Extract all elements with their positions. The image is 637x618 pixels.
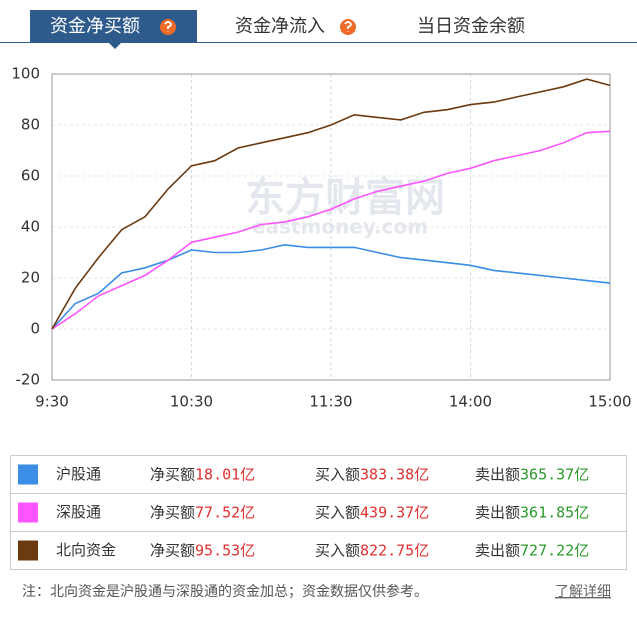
- table-cell: 卖出额361.85亿: [475, 503, 589, 521]
- cell-label: 卖出额: [475, 465, 520, 483]
- x-tick-label: 11:30: [309, 393, 352, 411]
- cell-value: 439.37亿: [360, 503, 429, 521]
- legend-name: 沪股通: [56, 465, 101, 483]
- x-tick-label: 14:00: [449, 393, 492, 411]
- legend-name: 深股通: [56, 503, 101, 521]
- cell-value: 95.53亿: [195, 541, 255, 559]
- series-line: [51, 130, 611, 330]
- table-cell: 买入额822.75亿: [315, 541, 429, 559]
- cell-label: 净买额: [150, 465, 195, 483]
- y-tick-label: 80: [21, 116, 40, 134]
- cell-label: 净买额: [150, 503, 195, 521]
- table-cell: 卖出额365.37亿: [475, 465, 589, 483]
- cell-value: 77.52亿: [195, 503, 255, 521]
- x-tick-label: 10:30: [170, 393, 213, 411]
- table-cell: 净买额77.52亿: [150, 503, 255, 521]
- table-cell: 卖出额727.22亿: [475, 541, 589, 559]
- plot-border: [51, 73, 611, 381]
- tab[interactable]: 资金净买额: [50, 16, 140, 37]
- y-tick-label: 60: [21, 167, 40, 185]
- cell-value: 822.75亿: [360, 541, 429, 559]
- x-tick-label: 9:30: [35, 393, 69, 411]
- link[interactable]: 了解详细: [555, 584, 611, 600]
- legend-swatch: [18, 502, 38, 523]
- table-cell: 买入额439.37亿: [315, 503, 429, 521]
- help-glyph: [164, 21, 172, 32]
- tab[interactable]: 资金净流入: [235, 16, 325, 37]
- legend-table: [10, 455, 627, 570]
- cell-label: 买入额: [315, 503, 360, 521]
- cell-value: 727.22亿: [520, 541, 589, 559]
- series-line: [51, 243, 611, 330]
- table-cell: 买入额383.38亿: [315, 465, 429, 483]
- help-glyph: [344, 21, 352, 32]
- cell-label: 买入额: [315, 541, 360, 559]
- legend-swatch: [18, 464, 38, 485]
- legend-swatch: [18, 540, 38, 561]
- note: 注：北向资金是沪股通与深股通的资金加总；资金数据仅供参考。: [22, 583, 428, 600]
- tab[interactable]: 当日资金余额: [417, 16, 525, 37]
- series-line: [51, 78, 611, 330]
- legend-name: 北向资金: [56, 541, 116, 559]
- cell-value: 383.38亿: [360, 465, 429, 483]
- tab-pointer: [108, 42, 122, 49]
- table-cell: 净买额18.01亿: [150, 465, 255, 483]
- y-tick-label: 0: [30, 320, 40, 338]
- cell-label: 净买额: [150, 541, 195, 559]
- y-tick-label: 100: [11, 65, 40, 83]
- y-tick-label: -20: [16, 371, 41, 389]
- cell-label: 卖出额: [475, 503, 520, 521]
- cell-label: 买入额: [315, 465, 360, 483]
- y-tick-label: 20: [21, 269, 40, 287]
- cell-value: 365.37亿: [520, 465, 589, 483]
- watermark: 东方财富网: [245, 175, 445, 221]
- y-tick-label: 40: [21, 218, 40, 236]
- cell-value: 361.85亿: [520, 503, 589, 521]
- x-tick-label: 15:00: [588, 393, 631, 411]
- cell-value: 18.01亿: [195, 465, 255, 483]
- cell-label: 卖出额: [475, 541, 520, 559]
- table-cell: 净买额95.53亿: [150, 541, 255, 559]
